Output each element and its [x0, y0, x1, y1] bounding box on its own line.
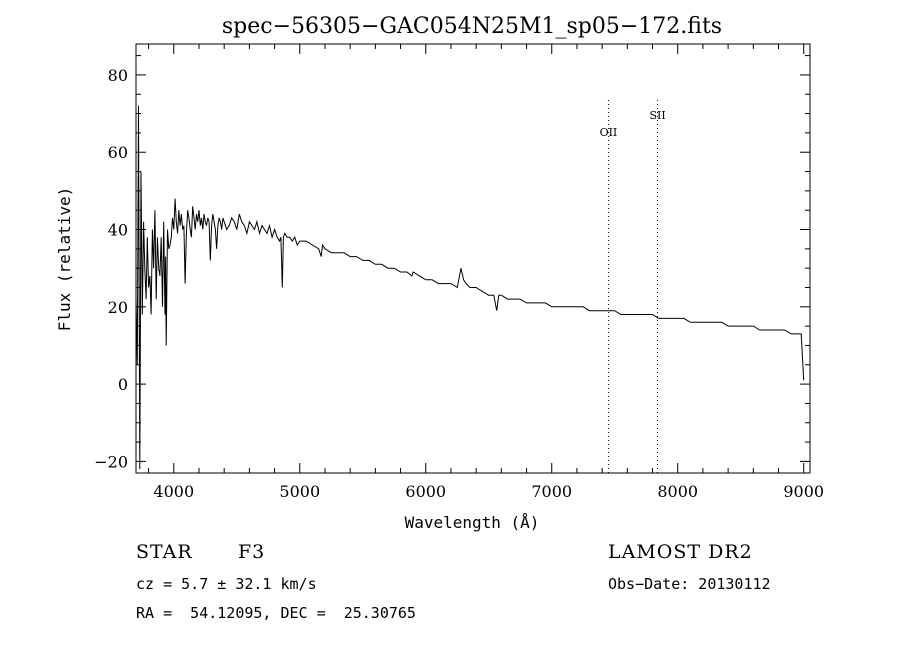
x-tick-label: 6000 — [405, 482, 446, 501]
x-tick-label: 4000 — [153, 482, 194, 501]
y-tick-label: 40 — [108, 221, 128, 240]
y-tick-label: 20 — [108, 298, 128, 317]
object-class: STAR — [136, 541, 193, 563]
y-tick-label: 60 — [108, 143, 128, 162]
y-axis-label: Flux (relative) — [55, 187, 74, 332]
axis-ticks: 4000 5000 6000 7000 8000 9000 −20 0 20 40 60 80 — [94, 44, 824, 501]
ra-dec-coordinates: RA = 54.12095, DEC = 25.30765 — [136, 604, 416, 622]
line-annotations: OII SII — [600, 100, 666, 473]
x-tick-label: 9000 — [783, 482, 824, 501]
annotation-label: OII — [600, 126, 618, 139]
x-axis-label: Wavelength (Å) — [405, 513, 540, 532]
x-tick-label: 7000 — [531, 482, 572, 501]
obs-date: Obs−Date: 20130112 — [608, 575, 771, 593]
redshift-cz: cz = 5.7 ± 32.1 km/s — [136, 575, 317, 593]
plot-frame — [135, 43, 811, 474]
spectrum-line — [135, 105, 805, 470]
y-tick-label: −20 — [94, 452, 128, 471]
x-tick-label: 5000 — [279, 482, 320, 501]
x-tick-label: 8000 — [657, 482, 698, 501]
survey-name: LAMOST DR2 — [608, 541, 753, 563]
object-subclass: F3 — [238, 541, 266, 563]
chart-title: spec−56305−GAC054N25M1_sp05−172.fits — [222, 14, 722, 39]
annotation-label: SII — [649, 109, 665, 122]
y-tick-label: 0 — [118, 375, 128, 394]
y-tick-label: 80 — [108, 66, 128, 85]
